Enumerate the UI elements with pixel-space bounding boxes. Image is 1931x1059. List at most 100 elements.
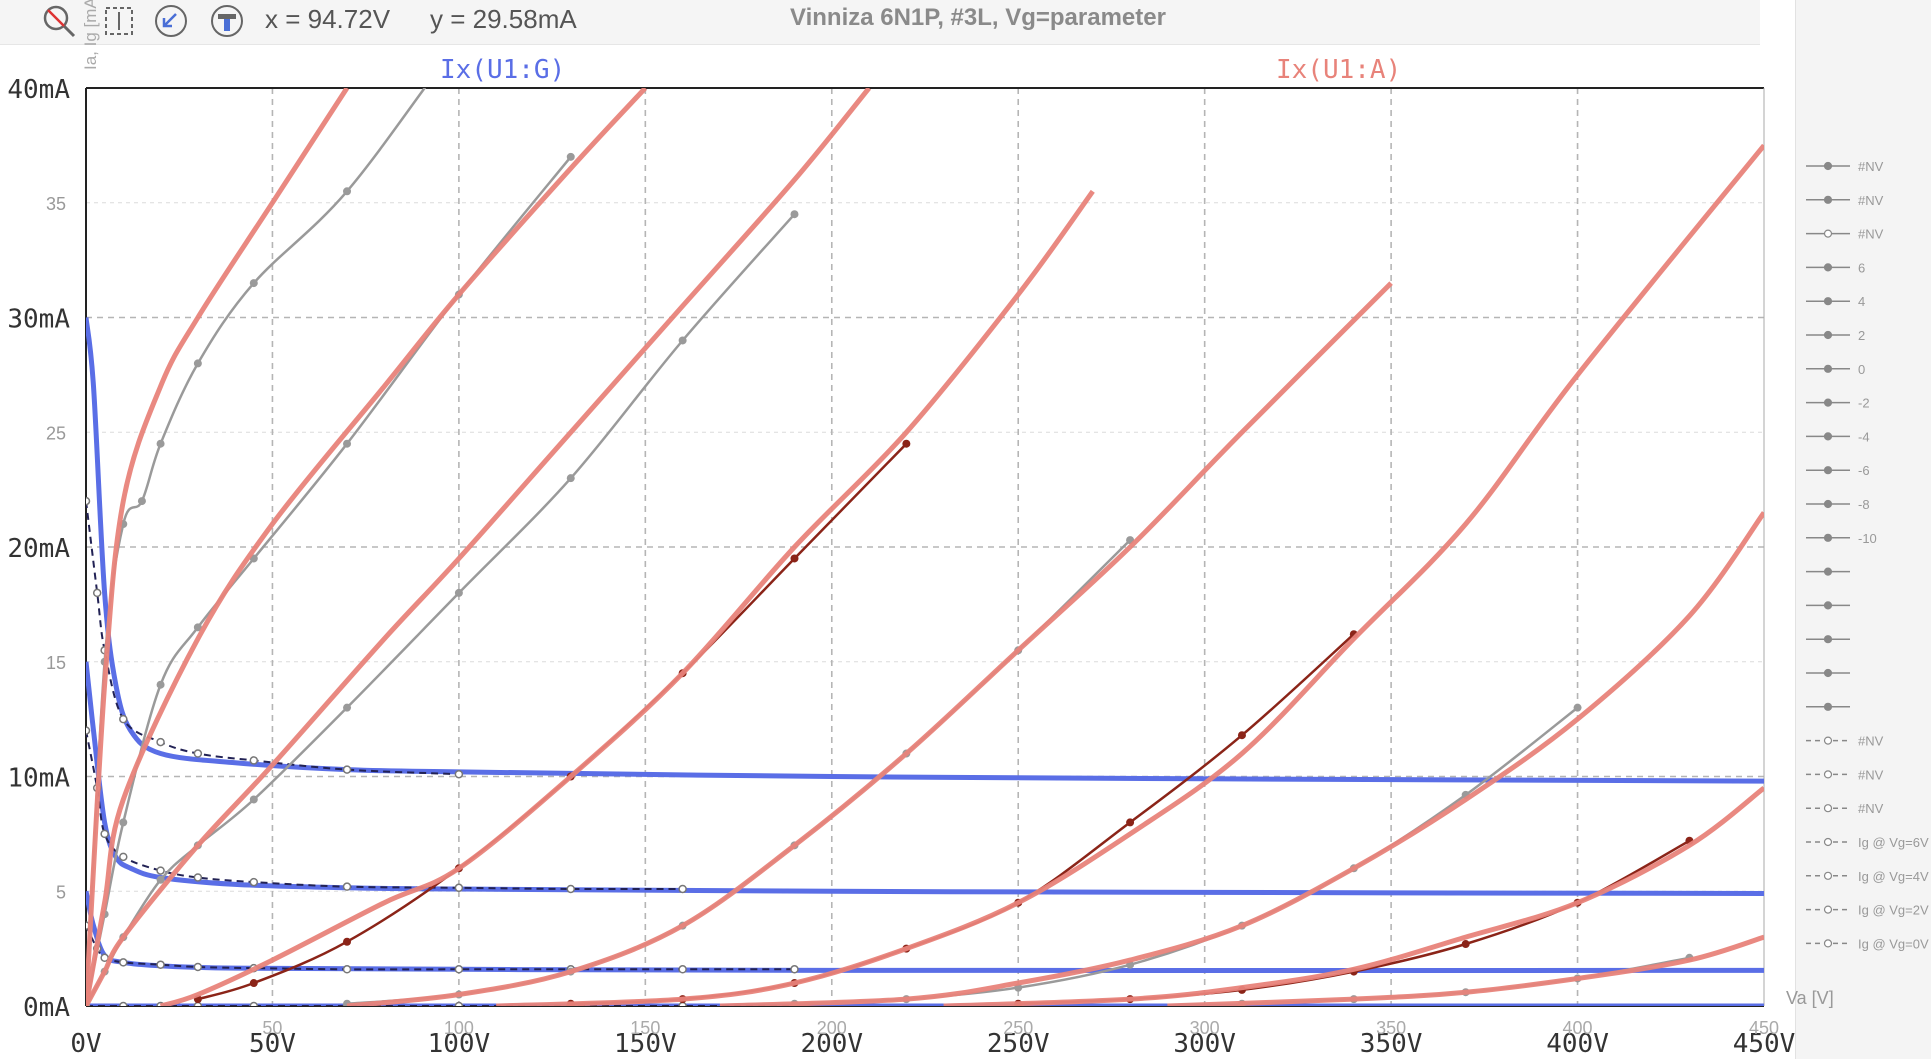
measured-anode-point: [454, 588, 463, 597]
measured-anode-point: [1461, 940, 1470, 949]
x-minor-tick-label: 450: [1749, 1018, 1779, 1038]
measured-anode-point: [566, 152, 575, 161]
legend-marker: [1823, 229, 1833, 238]
legend-label: -6: [1858, 463, 1870, 478]
x-minor-tick-label: 300: [1190, 1018, 1220, 1038]
measured-anode-point: [193, 359, 202, 368]
legend-marker: [1823, 601, 1833, 610]
x-minor-tick-label: 350: [1376, 1018, 1406, 1038]
legend-marker: [1823, 533, 1833, 542]
measured-grid-point: [454, 1001, 464, 1006]
measured-anode-point: [455, 38, 463, 46]
measured-grid-point: [86, 496, 91, 506]
model-anode-curve: [86, 88, 648, 1006]
measured-grid-curve: [86, 925, 795, 971]
measured-grid-point: [454, 965, 464, 974]
y-tick-label: 30mA: [7, 305, 70, 335]
zoom-out-icon[interactable]: [152, 2, 190, 40]
measured-anode-point: [119, 818, 128, 827]
legend-marker: [1823, 263, 1833, 272]
x-tick-label: 100V: [428, 1029, 491, 1059]
legend-label: 2: [1858, 328, 1865, 343]
measured-grid-point: [454, 883, 464, 893]
legend-label: 6: [1858, 260, 1865, 275]
measured-grid-point: [678, 965, 687, 974]
model-anode-curve: [159, 189, 1095, 1006]
measured-grid-point: [790, 965, 799, 974]
y-minor-tick-label: 25: [46, 423, 66, 443]
y-tick-label: 0mA: [23, 993, 70, 1023]
legend-marker: [1823, 161, 1833, 171]
measured-anode-point: [249, 279, 258, 288]
legend-marker: [1823, 364, 1833, 373]
measured-grid-point: [119, 958, 128, 967]
legend-label: Ig @ Vg=4V: [1858, 869, 1929, 884]
model-anode-curve: [943, 786, 1764, 1006]
measured-anode-point: [343, 937, 352, 946]
legend-label: -8: [1858, 497, 1870, 512]
measured-grid-point: [678, 1001, 687, 1006]
measured-anode-point: [902, 439, 911, 448]
legend-marker: [1823, 432, 1833, 441]
measured-grid-point: [156, 737, 165, 747]
legend-marker: [1823, 195, 1833, 204]
measured-grid-point: [119, 1001, 128, 1006]
x-tick-label: 150V: [614, 1029, 677, 1059]
legend-marker: [1823, 330, 1833, 340]
x-tick-label: 400V: [1546, 1029, 1609, 1059]
measured-anode-curve: [570, 633, 1355, 1005]
legend-marker: [1823, 297, 1833, 306]
zoom-reset-icon[interactable]: [40, 2, 78, 40]
legend-marker: [1823, 837, 1833, 847]
measured-anode-point: [1573, 703, 1582, 712]
measured-grid-point: [156, 866, 165, 875]
trace-label-anode: Ix(U1:A): [1276, 55, 1401, 85]
trace-label-grid: Ix(U1:G): [440, 55, 565, 85]
measured-grid-point: [193, 873, 203, 882]
legend-label: -2: [1858, 396, 1870, 411]
measured-anode-point: [1126, 818, 1135, 827]
legend-label: #NV: [1858, 767, 1884, 782]
measured-grid-point: [193, 1001, 203, 1006]
legend-marker: [1823, 736, 1833, 745]
measured-anode-point: [790, 210, 799, 219]
measured-anode-point: [137, 497, 146, 506]
measured-anode-point: [156, 875, 165, 884]
cursor-y-readout: y = 29.58mA: [430, 4, 577, 34]
legend-marker: [1823, 635, 1833, 644]
measured-grid-point: [342, 882, 352, 891]
y-tick-label: 20mA: [7, 534, 70, 564]
y-axis-label: Ia, Ig [mA]: [81, 0, 100, 70]
x-tick-label: 350V: [1360, 1029, 1423, 1059]
measured-grid-point: [92, 588, 102, 598]
legend-marker: [1823, 905, 1833, 914]
legend-label: Ig @ Vg=6V: [1858, 835, 1929, 850]
y-tick-label: 40mA: [7, 75, 70, 105]
x-tick-label: 250V: [987, 1029, 1050, 1059]
data-layer: [86, 38, 1764, 1006]
measured-anode-curve: [86, 88, 427, 1006]
x-minor-tick-label: 250: [1003, 1018, 1033, 1038]
cursor-tool-icon[interactable]: [208, 2, 246, 40]
measured-anode-point: [156, 439, 165, 448]
x-minor-tick-label: 150: [630, 1018, 660, 1038]
model-anode-curve: [719, 511, 1764, 1006]
model-anode-curve: [86, 88, 350, 1006]
legend-marker: [1823, 668, 1833, 678]
model-grid-curve: [86, 890, 1764, 973]
measured-grid-point: [193, 749, 203, 758]
measured-grid-point: [119, 714, 128, 724]
measured-anode-point: [343, 703, 352, 712]
measured-grid-point: [342, 965, 352, 974]
model-anode-curve: [1167, 934, 1764, 1006]
zoom-box-icon[interactable]: [100, 2, 138, 40]
legend-label: 4: [1858, 294, 1865, 309]
measured-grid-point: [249, 1001, 259, 1006]
measured-grid-point: [193, 962, 203, 972]
y-minor-tick-label: 15: [46, 653, 66, 673]
measured-grid-point: [156, 960, 165, 969]
cursor-x-readout: x = 94.72V: [265, 4, 391, 34]
legend-label: #NV: [1858, 227, 1884, 242]
measured-grid-point: [249, 877, 259, 887]
